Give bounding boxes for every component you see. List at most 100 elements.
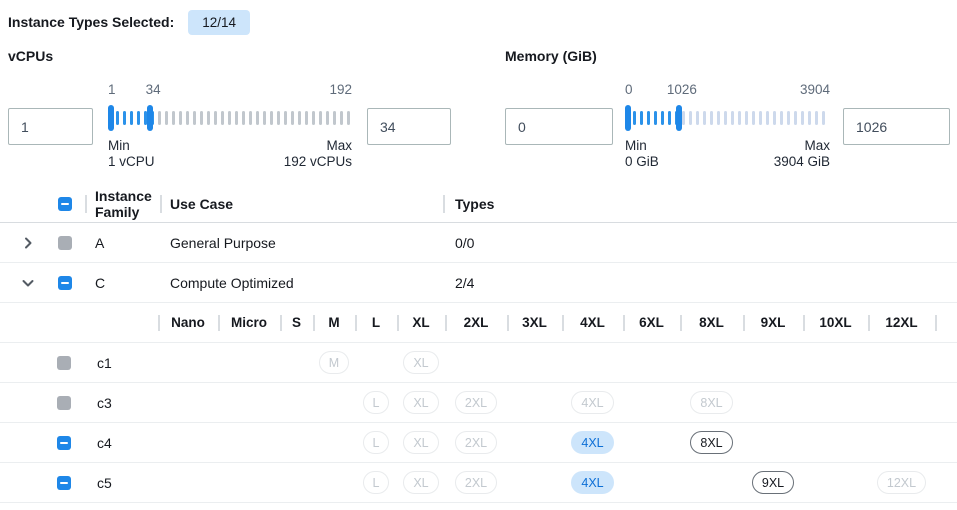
column-header-use-case: Use Case xyxy=(160,196,443,212)
size-pill-9xl-enabled[interactable]: 9XL xyxy=(751,471,795,494)
row-checkbox-disabled xyxy=(57,235,72,250)
expand-row-button[interactable] xyxy=(16,231,40,255)
size-pill-l-disabled: L xyxy=(362,431,390,454)
memory-high-handle[interactable] xyxy=(675,105,682,131)
collapse-row-button[interactable] xyxy=(16,271,40,295)
vcpus-to-input[interactable] xyxy=(367,108,451,145)
memory-captions: Min 0 GiB Max 3904 GiB xyxy=(625,138,830,170)
vcpus-max-tick-label: 192 xyxy=(329,82,352,97)
memory-label: Memory (GiB) xyxy=(505,48,597,64)
memory-min-caption: Min xyxy=(625,138,647,153)
family-name: C xyxy=(95,274,106,291)
selection-header: Instance Types Selected: 12/14 xyxy=(0,0,957,36)
slider-tick xyxy=(731,111,734,125)
slider-tick xyxy=(717,111,720,125)
size-pill-8xl-enabled[interactable]: 8XL xyxy=(690,431,733,454)
size-pill-l-disabled: L xyxy=(362,471,390,494)
row-checkbox-indeterminate[interactable] xyxy=(57,275,72,290)
instance-family-name: c4 xyxy=(97,434,112,451)
slider-tick xyxy=(137,111,140,125)
slider-tick xyxy=(158,111,161,125)
slider-tick xyxy=(214,111,217,125)
size-pill-l-disabled: L xyxy=(362,391,390,414)
vcpus-filter: vCPUs 1 34 192 Min 1 vCPU Max 192 xyxy=(8,48,451,170)
vcpus-slider-track[interactable] xyxy=(108,104,352,132)
memory-slider[interactable]: 0 1026 3904 Min 0 GiB Max 3904 GiB xyxy=(625,82,830,170)
row-checkbox-indeterminate[interactable] xyxy=(57,475,71,490)
size-pill-4xl-disabled: 4XL xyxy=(571,391,614,414)
slider-tick xyxy=(340,111,343,125)
vcpus-low-tick-label: 1 xyxy=(108,82,116,97)
vcpus-slider[interactable]: 1 34 192 Min 1 vCPU Max 192 vCPUs xyxy=(108,82,352,170)
slider-tick xyxy=(242,111,245,125)
row-checkbox-indeterminate[interactable] xyxy=(57,435,71,450)
slider-tick xyxy=(794,111,797,125)
slider-tick xyxy=(661,111,664,125)
selection-label: Instance Types Selected: xyxy=(8,14,175,30)
size-column-header-10xl: 10XL xyxy=(803,303,868,342)
size-pill-2xl-disabled: 2XL xyxy=(454,471,498,494)
slider-tick xyxy=(200,111,203,125)
vcpus-captions: Min 1 vCPU Max 192 vCPUs xyxy=(108,138,352,170)
size-pill-2xl-disabled: 2XL xyxy=(454,431,498,454)
slider-tick xyxy=(766,111,769,125)
instance-family-name: c1 xyxy=(97,354,112,371)
memory-low-handle[interactable] xyxy=(625,105,631,131)
slider-tick xyxy=(326,111,329,125)
slider-tick xyxy=(319,111,322,125)
column-header-instance-family: Instance Family xyxy=(85,188,160,220)
slider-tick xyxy=(221,111,224,125)
memory-high-tick-label: 1026 xyxy=(666,82,697,97)
slider-tick xyxy=(270,111,273,125)
vcpus-from-input[interactable] xyxy=(8,108,93,145)
size-pill-xl-disabled: XL xyxy=(403,431,439,454)
memory-min-detail: 0 GiB xyxy=(625,154,659,169)
memory-slider-track[interactable] xyxy=(625,104,830,132)
slider-tick xyxy=(773,111,776,125)
types-count: 2/4 xyxy=(455,274,475,291)
size-column-header-micro: Micro xyxy=(218,303,280,342)
selection-count-badge: 12/14 xyxy=(188,9,251,35)
slider-tick xyxy=(277,111,280,125)
slider-tick xyxy=(263,111,266,125)
memory-filter: Memory (GiB) 0 1026 3904 Min 0 GiB Max xyxy=(505,48,950,170)
slider-tick xyxy=(298,111,301,125)
memory-max-caption: Max xyxy=(804,138,830,153)
size-pill-xl-disabled: XL xyxy=(403,351,439,374)
filters-section: vCPUs 1 34 192 Min 1 vCPU Max 192 xyxy=(0,48,957,170)
vcpus-high-handle[interactable] xyxy=(147,105,154,131)
memory-from-input[interactable] xyxy=(505,108,613,145)
types-count: 0/0 xyxy=(455,234,475,251)
slider-tick xyxy=(703,111,706,125)
size-column-header-2xl: 2XL xyxy=(445,303,507,342)
size-pill-4xl-selected[interactable]: 4XL xyxy=(571,431,614,454)
size-pill-8xl-disabled: 8XL xyxy=(690,391,733,414)
slider-tick xyxy=(179,111,182,125)
memory-to-input[interactable] xyxy=(843,108,950,145)
vcpus-slider-labels: 1 34 192 xyxy=(108,82,352,102)
memory-max-tick-label: 3904 xyxy=(799,82,830,97)
instance-row-lead: c4 xyxy=(0,423,158,462)
slider-tick xyxy=(305,111,308,125)
slider-tick xyxy=(284,111,287,125)
vcpus-low-handle[interactable] xyxy=(108,105,114,131)
slider-tick xyxy=(291,111,294,125)
vcpus-label: vCPUs xyxy=(8,48,54,64)
size-header-row: Nano Micro S M L XL 2XL 3XL 4XL 6XL 8XL 9XL 10XL 12XL xyxy=(0,303,957,343)
vcpus-min-detail: 1 vCPU xyxy=(108,154,155,169)
vcpus-max-caption: Max xyxy=(326,138,352,153)
slider-tick xyxy=(738,111,741,125)
slider-tick xyxy=(347,111,350,125)
instance-family-name: c3 xyxy=(97,394,112,411)
select-all-checkbox[interactable] xyxy=(57,197,72,211)
slider-tick xyxy=(172,111,175,125)
slider-tick xyxy=(752,111,755,125)
size-column-header-4xl: 4XL xyxy=(562,303,623,342)
slider-tick xyxy=(808,111,811,125)
instance-row-c5: c5 L XL 2XL 4XL 9XL 12XL xyxy=(0,463,957,503)
slider-tick xyxy=(130,111,133,125)
size-header-end-separator xyxy=(935,303,957,342)
size-column-header-xl: XL xyxy=(397,303,445,342)
size-pill-4xl-selected[interactable]: 4XL xyxy=(571,471,614,494)
slider-tick xyxy=(144,111,147,125)
